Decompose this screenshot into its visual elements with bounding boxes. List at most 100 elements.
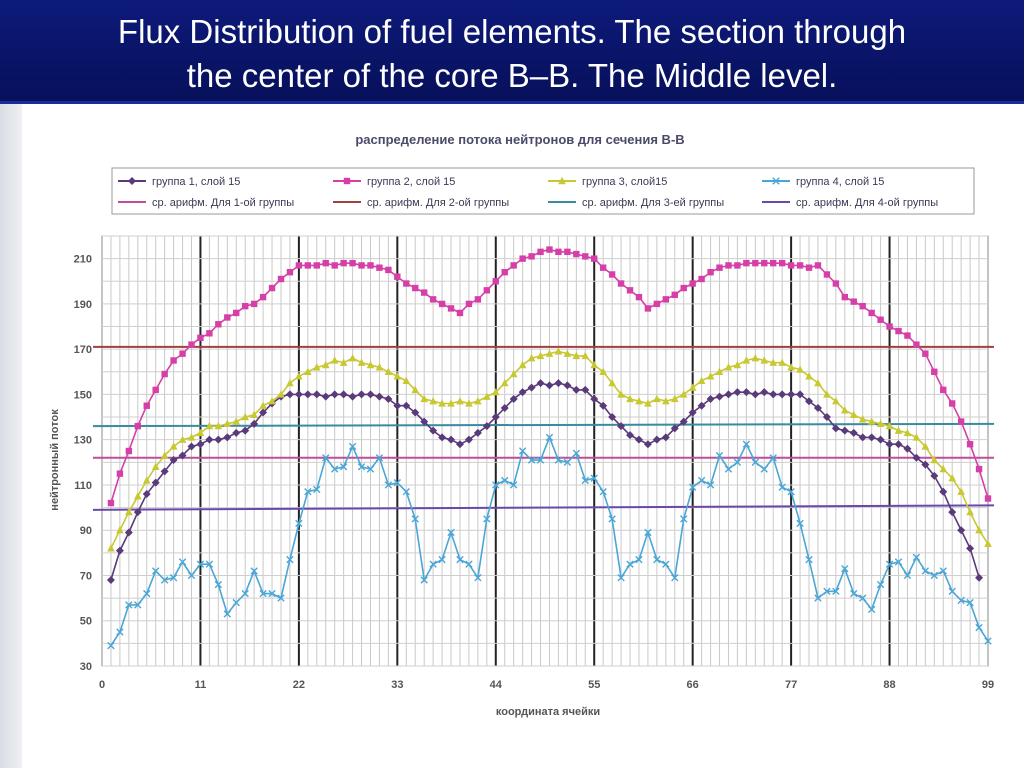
data-point <box>321 360 330 369</box>
data-point <box>617 390 625 398</box>
data-point <box>850 589 858 598</box>
data-point <box>331 262 338 269</box>
data-point <box>420 576 428 584</box>
data-point <box>787 488 795 496</box>
data-point <box>491 413 500 422</box>
data-point <box>948 587 956 596</box>
data-point <box>160 451 169 459</box>
data-point <box>975 526 983 534</box>
data-point <box>339 358 348 366</box>
data-point <box>393 372 402 380</box>
data-point <box>760 388 769 397</box>
data-point <box>500 404 509 412</box>
data-point <box>949 400 956 407</box>
data-point <box>107 499 115 507</box>
data-point <box>671 574 679 582</box>
data-point <box>679 390 688 398</box>
data-point <box>107 641 115 650</box>
chart-title: распределение потока нейтронов для сечен… <box>355 132 684 147</box>
data-point <box>554 347 563 355</box>
data-point <box>904 332 911 339</box>
data-point <box>142 476 151 484</box>
data-point <box>939 464 948 473</box>
data-point <box>590 474 598 482</box>
data-point <box>707 269 714 276</box>
data-point <box>241 426 250 435</box>
data-point <box>733 458 742 467</box>
data-point <box>761 259 768 267</box>
data-point <box>662 560 670 568</box>
data-point <box>796 390 805 399</box>
data-point <box>715 451 724 460</box>
data-point <box>876 580 885 589</box>
data-point <box>832 280 840 287</box>
data-point <box>429 560 437 568</box>
data-point <box>429 296 437 303</box>
data-point <box>402 401 411 410</box>
data-point <box>832 397 840 405</box>
data-point <box>340 259 347 267</box>
data-point <box>563 458 572 467</box>
data-point <box>456 309 464 317</box>
data-point <box>903 444 912 453</box>
data-point <box>582 253 589 260</box>
y-tick-label: 90 <box>80 525 92 537</box>
data-point <box>133 492 142 500</box>
data-point <box>178 435 187 443</box>
data-point <box>312 390 321 399</box>
data-point <box>115 546 124 555</box>
data-point <box>232 417 241 425</box>
data-point <box>125 447 133 455</box>
data-point <box>877 316 884 323</box>
data-point <box>715 367 724 375</box>
data-point <box>930 455 939 464</box>
data-point <box>867 433 876 442</box>
data-point <box>501 269 508 276</box>
data-point <box>134 422 141 430</box>
data-point <box>223 610 231 618</box>
data-point <box>250 419 259 428</box>
data-point <box>661 433 670 442</box>
data-point <box>259 589 267 598</box>
data-point <box>626 560 634 568</box>
data-point <box>564 248 571 256</box>
data-point <box>116 526 124 534</box>
data-point <box>169 442 178 450</box>
data-point <box>733 388 742 397</box>
data-point <box>412 284 419 292</box>
data-point <box>161 370 168 378</box>
data-point <box>196 560 205 568</box>
data-point <box>716 264 723 271</box>
data-point <box>528 253 535 260</box>
data-point <box>680 515 688 523</box>
data-point <box>268 397 276 405</box>
data-point <box>429 397 437 405</box>
data-point <box>474 296 482 303</box>
data-point <box>304 367 312 375</box>
data-point <box>385 266 392 274</box>
data-point <box>617 422 626 431</box>
x-axis-label: координата ячейки <box>496 706 600 718</box>
data-point <box>197 334 204 342</box>
y-tick-label: 70 <box>80 570 92 582</box>
data-point <box>805 555 813 564</box>
data-point <box>125 601 133 609</box>
data-point <box>823 271 831 278</box>
data-point <box>626 287 634 294</box>
data-point <box>143 402 150 409</box>
data-point <box>769 358 778 366</box>
data-point <box>608 271 616 278</box>
data-point <box>608 515 616 523</box>
data-point <box>778 390 787 399</box>
data-point <box>295 519 303 528</box>
data-point <box>125 507 133 516</box>
data-point <box>411 408 420 417</box>
data-point <box>277 594 285 602</box>
data-point <box>473 428 482 437</box>
data-point <box>939 567 947 575</box>
data-point <box>778 483 786 491</box>
data-point <box>975 573 984 582</box>
data-point <box>921 460 930 469</box>
data-point <box>608 378 616 387</box>
data-point <box>697 476 706 485</box>
